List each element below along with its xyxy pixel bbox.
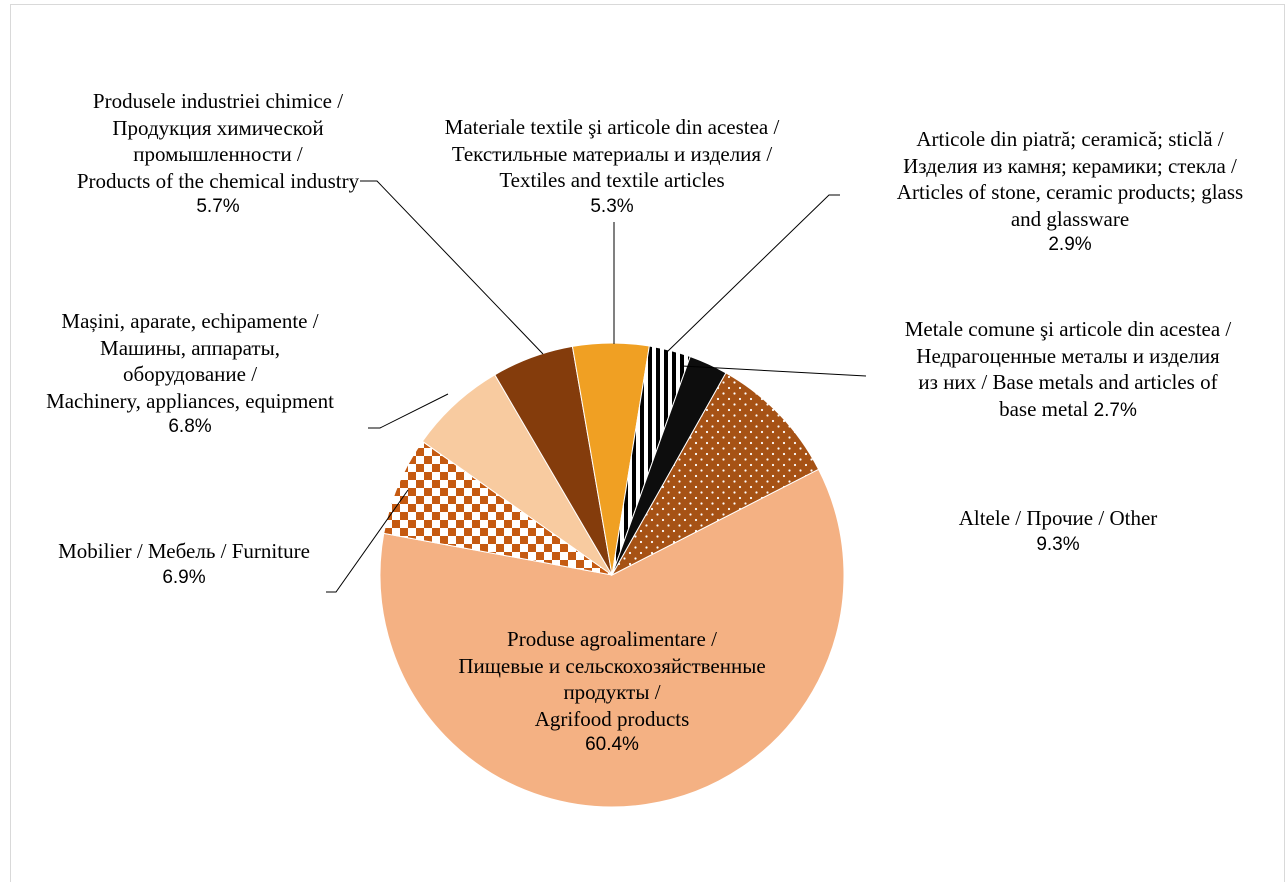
slice-label: Metale comune şi articole din acestea / … — [905, 316, 1232, 424]
slice-label: Produse agroalimentare / Пищевые и сельс… — [458, 626, 765, 759]
slice-label: Materiale textile şi articole din aceste… — [445, 114, 780, 220]
value-label: 6.9% — [162, 566, 206, 588]
slice-label: Produsele industriei chimice / Продукция… — [77, 88, 359, 221]
leader-line — [360, 180, 544, 355]
category-label: Materiale textile şi articole din aceste… — [444, 115, 780, 193]
value-label: 2.9% — [1048, 234, 1092, 256]
value-label: 6.8% — [168, 416, 212, 438]
leader-line — [326, 489, 409, 593]
leader-line — [666, 194, 840, 353]
category-label: Mobilier / Мебель / Furniture — [58, 539, 310, 563]
slice-label: Mașini, aparate, echipamente / Машины, а… — [46, 308, 334, 441]
pie-slice — [610, 372, 820, 577]
leader-line — [681, 365, 867, 377]
value-label: 2.7% — [1093, 399, 1137, 421]
category-label: Metale comune şi articole din acestea / … — [904, 317, 1232, 421]
leader-line — [368, 393, 449, 429]
value-label: 9.3% — [1036, 533, 1080, 555]
value-label: 5.3% — [590, 195, 634, 217]
category-label: Produse agroalimentare / Пищевые и сельс… — [458, 627, 766, 731]
category-label: Altele / Прочие / Other — [958, 506, 1158, 530]
slice-label: Altele / Прочие / Other 9.3% — [959, 505, 1158, 558]
value-label: 60.4% — [585, 734, 639, 756]
value-label: 5.7% — [196, 196, 240, 218]
category-label: Mașini, aparate, echipamente / Машины, а… — [46, 309, 334, 413]
slice-label: Articole din piatră; ceramică; sticlă / … — [897, 126, 1243, 259]
pie-slice — [379, 468, 845, 808]
category-label: Produsele industriei chimice / Продукция… — [76, 89, 360, 193]
slice-label: Mobilier / Мебель / Furniture 6.9% — [58, 538, 310, 591]
category-label: Articole din piatră; ceramică; sticlă / … — [896, 127, 1244, 231]
